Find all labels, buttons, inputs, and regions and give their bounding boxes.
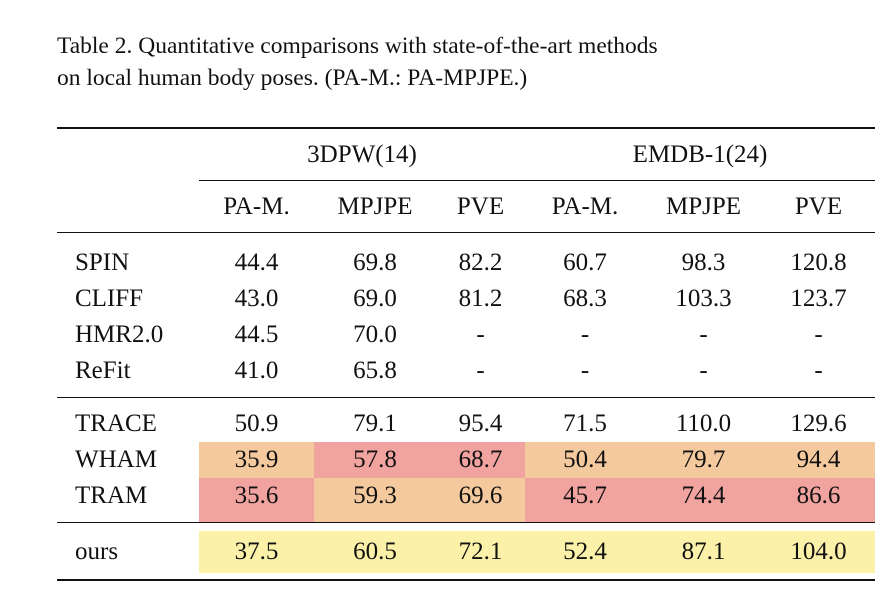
table-cell: 103.3 xyxy=(675,285,732,312)
table-cell-best: 74.4 xyxy=(645,478,763,523)
table-cell-second-best: 94.4 xyxy=(762,442,876,478)
table-cell-second-best: 50.4 xyxy=(525,442,646,478)
table-cell: 82.2 xyxy=(458,249,503,276)
table-cell: - xyxy=(699,321,708,348)
table-cell-second-best: 35.9 xyxy=(199,442,314,478)
table-row: SPIN 44.4 69.8 82.2 60.7 98.3 120.8 xyxy=(57,232,876,282)
table-cell: 123.7 xyxy=(790,285,847,312)
table-cell: 69.8 xyxy=(353,249,397,276)
table-cell: 60.7 xyxy=(563,249,607,276)
table-cell: 79.1 xyxy=(353,410,397,437)
table-cell: - xyxy=(814,357,823,384)
table-cell-best: 68.7 xyxy=(436,442,526,478)
table-cell-ours: 72.1 xyxy=(436,531,526,573)
table-cell: 70.0 xyxy=(353,321,397,348)
corner-cell xyxy=(57,128,199,181)
table-row: TRACE 50.9 79.1 95.4 71.5 110.0 129.6 xyxy=(57,397,876,443)
col-header-pve-emdb: PVE xyxy=(794,192,843,220)
table-cell-ours: 37.5 xyxy=(199,531,314,573)
table-cell: 81.2 xyxy=(458,285,503,312)
table-caption: Table 2. Quantitative comparisons with s… xyxy=(57,30,797,94)
group-header-row: 3DPW(14) EMDB-1(24) xyxy=(57,128,876,181)
table-cell: - xyxy=(580,321,590,348)
table-cell: 68.3 xyxy=(563,285,607,312)
method-name: TRACE xyxy=(75,410,157,437)
table-row: TRAM 35.6 59.3 69.6 45.7 74.4 86.6 xyxy=(57,478,876,523)
method-name: CLIFF xyxy=(75,285,144,312)
table-cell: - xyxy=(699,357,708,384)
caption-line-1: Table 2. Quantitative comparisons with s… xyxy=(57,33,658,59)
table-cell: 50.9 xyxy=(234,410,279,437)
table-row: ReFit 41.0 65.8 - - - - xyxy=(57,353,875,398)
method-name: HMR2.0 xyxy=(75,321,164,348)
corner-cell-sub xyxy=(57,181,199,233)
method-name: TRAM xyxy=(75,482,148,509)
table-cell: 95.4 xyxy=(458,410,503,437)
table-cell: 110.0 xyxy=(675,410,732,437)
table-cell-second-best: 79.7 xyxy=(645,442,763,478)
table-cell: - xyxy=(476,321,485,348)
table-cell: - xyxy=(814,321,823,348)
table-row-ours: ours 37.5 60.5 72.1 52.4 87.1 104.0 xyxy=(57,531,876,573)
table-cell: - xyxy=(476,357,485,384)
table-cell-ours: 52.4 xyxy=(525,531,646,573)
section-divider xyxy=(57,522,876,532)
group-header-3dpw: 3DPW(14) xyxy=(199,128,526,181)
method-name: ReFit xyxy=(75,357,131,384)
table-cell: 129.6 xyxy=(790,410,847,437)
table-cell-best: 35.6 xyxy=(199,478,314,523)
table-cell-best: 57.8 xyxy=(314,442,436,478)
table-cell: 69.0 xyxy=(353,285,397,312)
table-cell: - xyxy=(580,357,590,384)
table-row: CLIFF 43.0 69.0 81.2 68.3 103.3 123.7 xyxy=(57,281,875,317)
table-cell: 71.5 xyxy=(563,410,607,437)
method-name: ours xyxy=(75,538,119,565)
method-name: SPIN xyxy=(75,249,130,276)
table-cell-second-best: 69.6 xyxy=(436,478,526,523)
table-row: WHAM 35.9 57.8 68.7 50.4 79.7 94.4 xyxy=(57,442,876,478)
comparison-table: 3DPW(14) EMDB-1(24) PA-M. MPJPE PVE PA-M… xyxy=(57,127,876,581)
col-header-pam-emdb: PA-M. xyxy=(551,192,619,220)
table-cell: 65.8 xyxy=(353,357,397,384)
table-cell: 98.3 xyxy=(681,249,726,276)
column-header-row: PA-M. MPJPE PVE PA-M. MPJPE PVE xyxy=(57,181,875,233)
table-cell-best: 45.7 xyxy=(525,478,646,523)
table-cell: 44.4 xyxy=(234,249,279,276)
table-cell: 43.0 xyxy=(234,285,279,312)
table-cell: 41.0 xyxy=(234,357,279,384)
table-cell-ours: 104.0 xyxy=(762,531,876,573)
table-cell-second-best: 59.3 xyxy=(314,478,436,523)
col-header-pve-3dpw: PVE xyxy=(456,192,505,220)
table-cell-best: 86.6 xyxy=(762,478,876,523)
col-header-mpjpe-emdb: MPJPE xyxy=(666,192,742,220)
table-cell-ours: 60.5 xyxy=(314,531,436,573)
col-header-mpjpe-3dpw: MPJPE xyxy=(337,192,413,220)
method-name: WHAM xyxy=(75,446,157,473)
table-bottom-rule xyxy=(57,573,876,580)
col-header-pam-3dpw: PA-M. xyxy=(223,192,290,220)
table-cell: 120.8 xyxy=(790,249,847,276)
table-cell-ours: 87.1 xyxy=(645,531,763,573)
group-header-emdb: EMDB-1(24) xyxy=(525,128,876,181)
caption-line-2: on local human body poses. (PA-M.: PA-MP… xyxy=(57,65,528,91)
table-cell: 44.5 xyxy=(234,321,279,348)
table-row: HMR2.0 44.5 70.0 - - - - xyxy=(57,317,875,353)
